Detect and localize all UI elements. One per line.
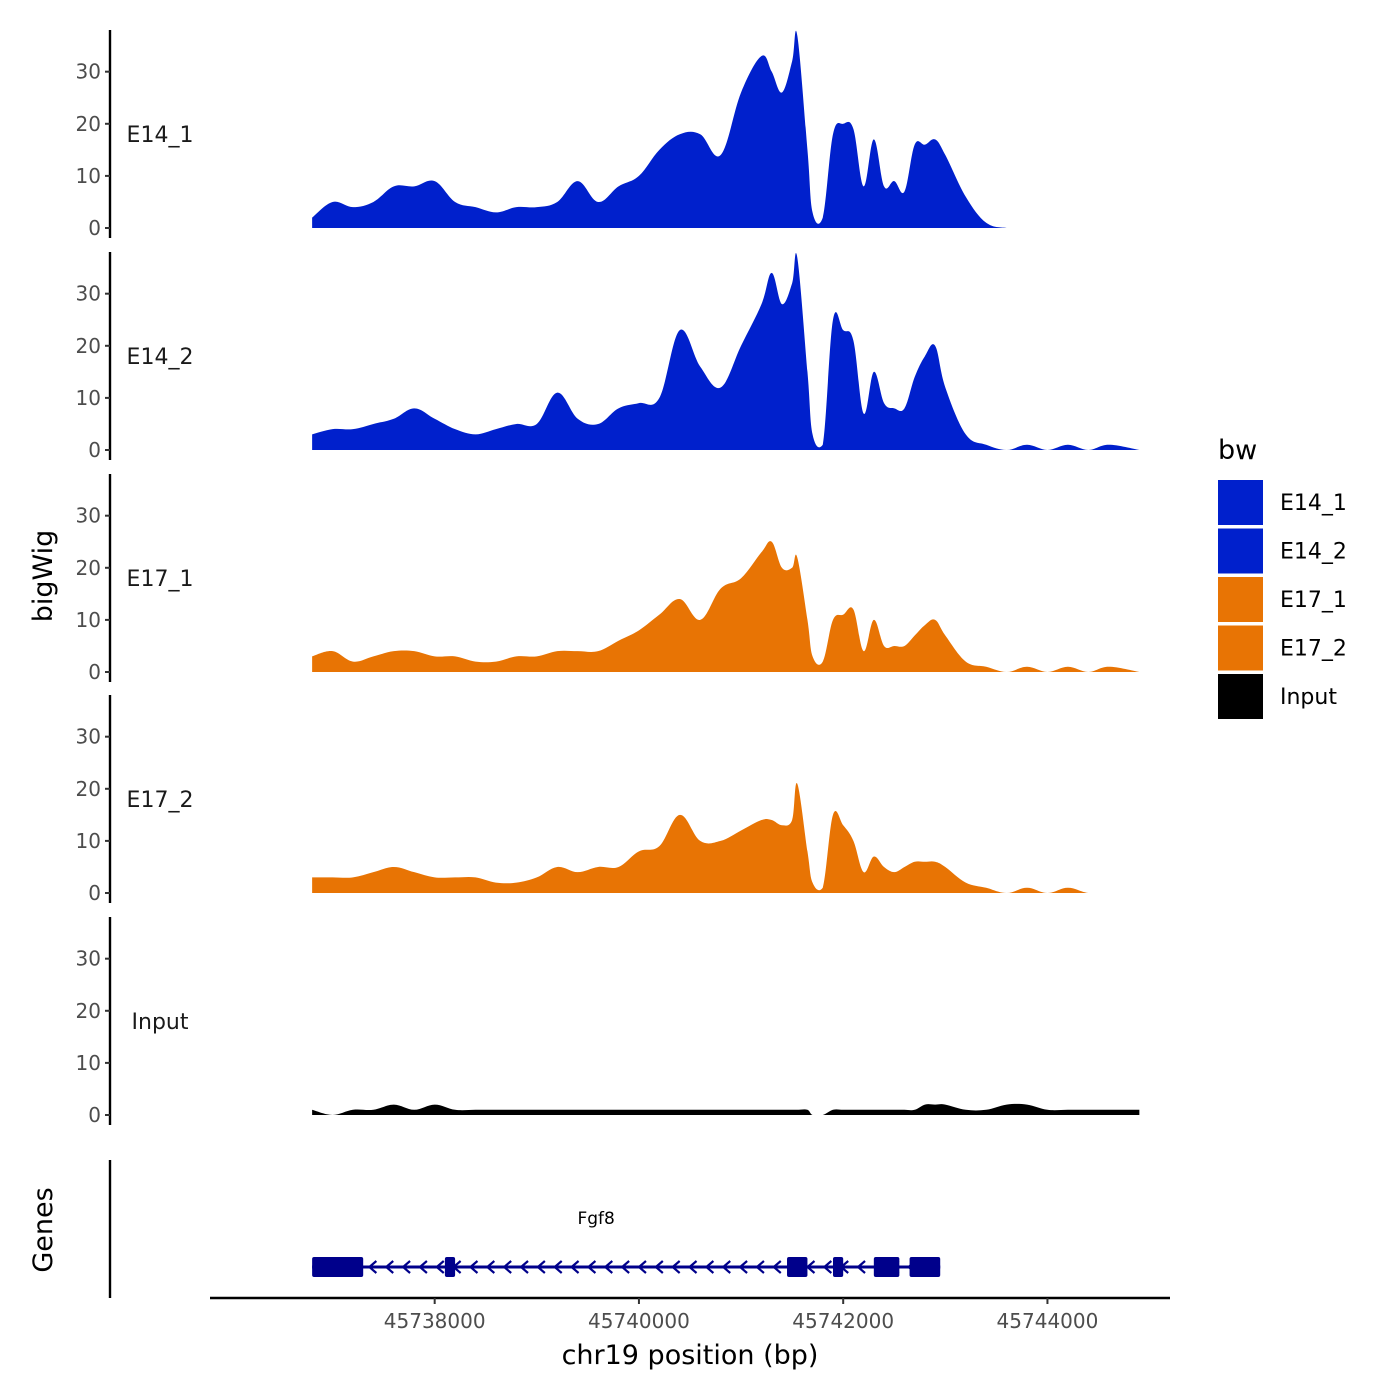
- signal-area-input: [312, 1103, 1140, 1115]
- strand-arrow: [721, 1260, 731, 1274]
- signal-area-e14-1: [312, 30, 1140, 229]
- genes-track-title: Genes: [28, 1187, 59, 1272]
- strand-arrow: [502, 1260, 512, 1274]
- genes-track: Fgf8: [108, 1160, 941, 1298]
- y-tick-label: 30: [76, 725, 101, 749]
- x-axis: 45738000 45740000 45742000 45744000: [210, 1296, 1170, 1333]
- strand-arrow: [856, 1260, 866, 1274]
- legend-label: Input: [1280, 685, 1337, 710]
- y-tick-label: 0: [88, 216, 101, 240]
- signal-area-e17-2: [312, 782, 1140, 893]
- y-tick-label: 20: [76, 556, 101, 580]
- gene-exon: [787, 1257, 808, 1277]
- legend-key-input: [1218, 674, 1263, 719]
- strand-arrow: [536, 1260, 546, 1274]
- legend-key-e14-2: [1218, 528, 1263, 574]
- panel-e14-1: 0 10 20 30 E14_1: [76, 30, 1140, 240]
- x-axis-title: chr19 position (bp): [562, 1340, 819, 1371]
- x-tick-label: 45744000: [997, 1309, 1099, 1333]
- x-tick-label: 45742000: [792, 1309, 894, 1333]
- x-tick-label: 45738000: [384, 1309, 486, 1333]
- strand-arrow: [586, 1260, 597, 1274]
- y-tick-label: 10: [76, 164, 101, 188]
- strand-arrow: [418, 1260, 428, 1274]
- y-tick-label: 30: [76, 282, 101, 306]
- gene-exon: [909, 1257, 941, 1277]
- strand-arrow: [755, 1260, 765, 1274]
- legend: bw E14_1 E14_2 E17_1 E17_2 Input: [1218, 435, 1347, 719]
- y-tick-label: 30: [76, 504, 101, 528]
- y-tick-label: 10: [76, 386, 101, 410]
- strand-arrow: [603, 1260, 613, 1274]
- gene-exon: [312, 1257, 364, 1277]
- strip-label: Input: [132, 1010, 189, 1035]
- legend-key-e14-1: [1218, 480, 1263, 525]
- strand-arrow: [620, 1260, 630, 1274]
- strand-arrow: [384, 1260, 394, 1274]
- strand-arrow: [704, 1260, 715, 1274]
- panel-e14-2: 0 10 20 30 E14_2: [76, 252, 1140, 462]
- panel-e17-2: 0 10 20 30 E17_2: [76, 695, 1140, 905]
- y-tick-label: 30: [76, 60, 101, 84]
- strand-arrow: [485, 1260, 496, 1274]
- signal-area-e14-2: [312, 252, 1140, 450]
- legend-title: bw: [1218, 435, 1257, 466]
- strand-arrow: [553, 1260, 563, 1274]
- y-axis-title: bigWig: [28, 530, 59, 623]
- y-tick-label: 0: [88, 1103, 101, 1127]
- y-tick-label: 30: [76, 947, 101, 971]
- strand-arrow: [738, 1260, 748, 1274]
- strand-arrow: [435, 1260, 445, 1274]
- gene-fgf8: Fgf8: [312, 1209, 941, 1277]
- signal-panels: 0 10 20 30 E14_1 0 10 20 30 E14_2 0 10 20 30 E17_1 0 10 2…: [76, 30, 1140, 1127]
- strip-label: E14_1: [127, 123, 194, 148]
- y-tick-label: 20: [76, 999, 101, 1023]
- strand-arrow: [519, 1260, 529, 1274]
- strand-arrow: [687, 1260, 698, 1274]
- strand-arrow: [670, 1260, 681, 1274]
- panel-input: 0 10 20 30 Input: [76, 917, 1140, 1127]
- x-tick-label: 45740000: [588, 1309, 690, 1333]
- strand-arrow: [637, 1260, 647, 1274]
- strand-arrow: [569, 1260, 580, 1274]
- y-tick-label: 0: [88, 881, 101, 905]
- y-tick-label: 10: [76, 829, 101, 853]
- strand-arrow: [401, 1260, 411, 1274]
- strip-label: E17_2: [127, 788, 194, 813]
- legend-label: E17_1: [1280, 588, 1347, 613]
- legend-label: E14_1: [1280, 491, 1347, 516]
- y-tick-label: 10: [76, 608, 101, 632]
- gene-exon: [832, 1257, 844, 1277]
- legend-label: E14_2: [1280, 540, 1347, 565]
- y-tick-label: 20: [76, 112, 101, 136]
- signal-area-e17-1: [312, 541, 1140, 672]
- strand-arrow: [805, 1260, 816, 1274]
- gene-name-label: Fgf8: [577, 1209, 614, 1229]
- gene-exon: [444, 1257, 456, 1277]
- y-tick-label: 10: [76, 1051, 101, 1075]
- strip-label: E14_2: [127, 345, 194, 370]
- legend-label: E17_2: [1280, 637, 1347, 662]
- gene-exon: [873, 1257, 900, 1277]
- y-tick-label: 0: [88, 660, 101, 684]
- panel-e17-1: 0 10 20 30 E17_1: [76, 474, 1140, 684]
- strand-arrow: [367, 1260, 378, 1274]
- strand-arrow: [822, 1260, 833, 1274]
- strand-arrow: [468, 1260, 479, 1274]
- y-tick-label: 20: [76, 777, 101, 801]
- y-tick-label: 0: [88, 438, 101, 462]
- legend-key-e17-2: [1218, 625, 1263, 671]
- strip-label: E17_1: [127, 567, 194, 592]
- legend-key-e17-1: [1218, 577, 1263, 622]
- strand-arrow: [772, 1260, 782, 1274]
- strand-arrow: [654, 1260, 664, 1274]
- y-tick-label: 20: [76, 334, 101, 358]
